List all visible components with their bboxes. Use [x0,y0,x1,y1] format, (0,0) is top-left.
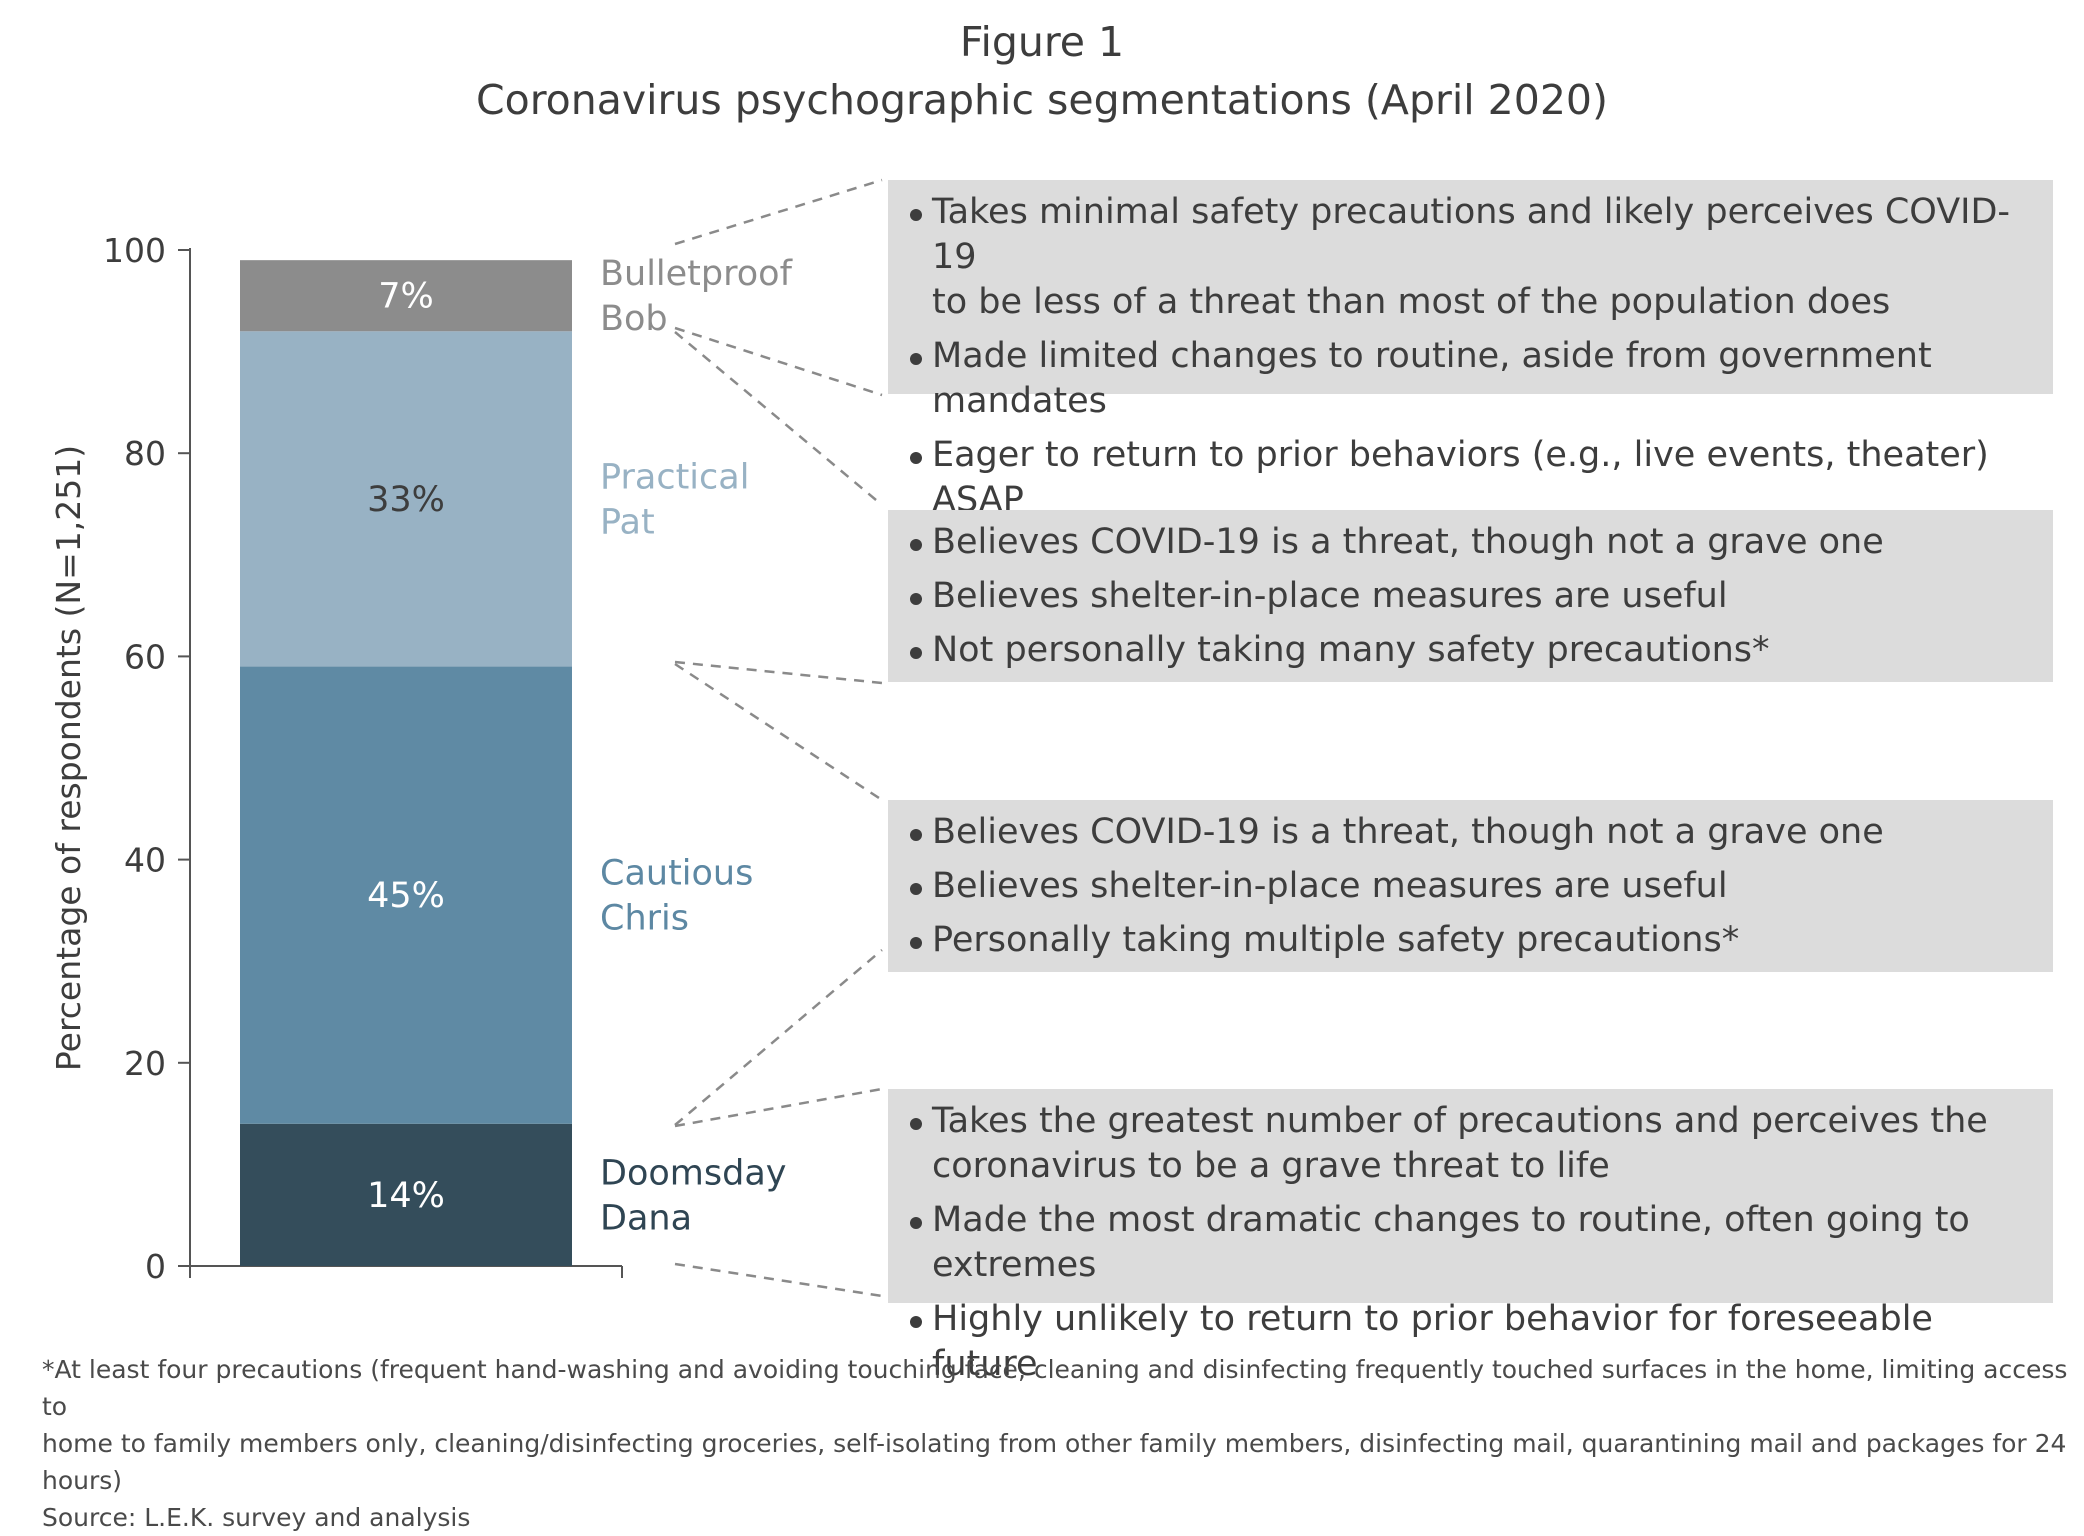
stacked-bar-chart: 0 20 40 60 80 100 Percentage of respondents (N… [49,178,883,1298]
figure-title: Coronavirus psychographic segmentations … [476,76,1608,124]
bar-segment [240,1123,572,1266]
segment-names: Doomsday Dana Cautious Chris Practical Pat Bul… [600,254,793,1238]
bullet-item: Takes the greatest number of precautions… [908,1099,2033,1189]
y-tick-label: 60 [124,637,166,676]
bullet-item: Believes COVID-19 is a threat, though no… [908,520,2033,565]
dashed-connector [674,662,883,802]
bar-value-label: 33% [367,480,445,520]
bullet-item: Made the most dramatic changes to routin… [908,1198,2033,1288]
segment-name-label: Practical [600,457,749,497]
footnote: *At least four precautions (frequent han… [42,1351,2084,1536]
y-tick-label: 80 [124,434,166,473]
bar-segments: 14% 45% 33% 7% [240,260,572,1266]
dashed-connector [674,326,883,397]
bullet-item: Personally taking multiple safety precau… [908,918,2033,963]
dashed-connector [674,331,883,506]
segment-name-label: Bob [600,299,668,339]
dashed-connector [674,949,883,1126]
figure-label: Figure 1 [959,18,1125,66]
segment-name-label: Doomsday [600,1153,786,1193]
y-axis-label: Percentage of respondents (N=1,251) [49,445,88,1071]
y-tick-label: 100 [103,231,166,270]
bar-value-label: 7% [378,277,434,317]
segment-name-label: Bulletproof [600,254,793,294]
description-box-practical-pat: Believes COVID-19 is a threat, though no… [888,510,2053,682]
dashed-connector [674,660,883,685]
bullet-item: Believes COVID-19 is a threat, though no… [908,810,2033,855]
footnote-line: home to family members only, cleaning/di… [42,1429,2067,1495]
segment-name-label: Chris [600,899,689,939]
y-tick-label: 40 [124,841,166,880]
description-box-bulletproof-bob: Takes minimal safety precautions and lik… [888,180,2053,520]
dashed-connector [674,178,883,246]
bullet-item: Made limited changes to routine, aside f… [908,334,2033,424]
bar-segment [240,260,572,332]
description-box-doomsday-dana: Takes the greatest number of precautions… [888,1089,2053,1384]
bullet-item: Takes minimal safety precautions and lik… [908,190,2033,325]
segment-name-label: Dana [600,1198,692,1238]
segment-name-label: Pat [600,502,655,542]
bar-value-label: 45% [367,876,445,916]
dashed-connector [674,1087,883,1128]
bullet-item: Believes shelter-in-place measures are u… [908,574,2033,619]
description-box-cautious-chris: Believes COVID-19 is a threat, though no… [888,800,2053,972]
connectors [674,178,883,1298]
bar-value-label: 14% [367,1176,445,1216]
bar-segment [240,666,572,1124]
bullet-item: Highly unlikely to return to prior behav… [908,1297,2033,1387]
y-axis: 0 20 40 60 80 100 Percentage of respondents (N… [49,231,623,1286]
bullet-item: Not personally taking many safety precau… [908,628,2033,673]
dashed-connector [674,1262,883,1298]
segment-name-label: Cautious [600,854,753,894]
y-tick-label: 0 [145,1247,166,1286]
y-tick-label: 20 [124,1044,166,1083]
footnote-line: *At least four precautions (frequent han… [42,1355,2068,1421]
bar-segment [240,331,572,667]
bullet-item: Believes shelter-in-place measures are u… [908,864,2033,909]
source-note: Source: L.E.K. survey and analysis [42,1503,471,1532]
